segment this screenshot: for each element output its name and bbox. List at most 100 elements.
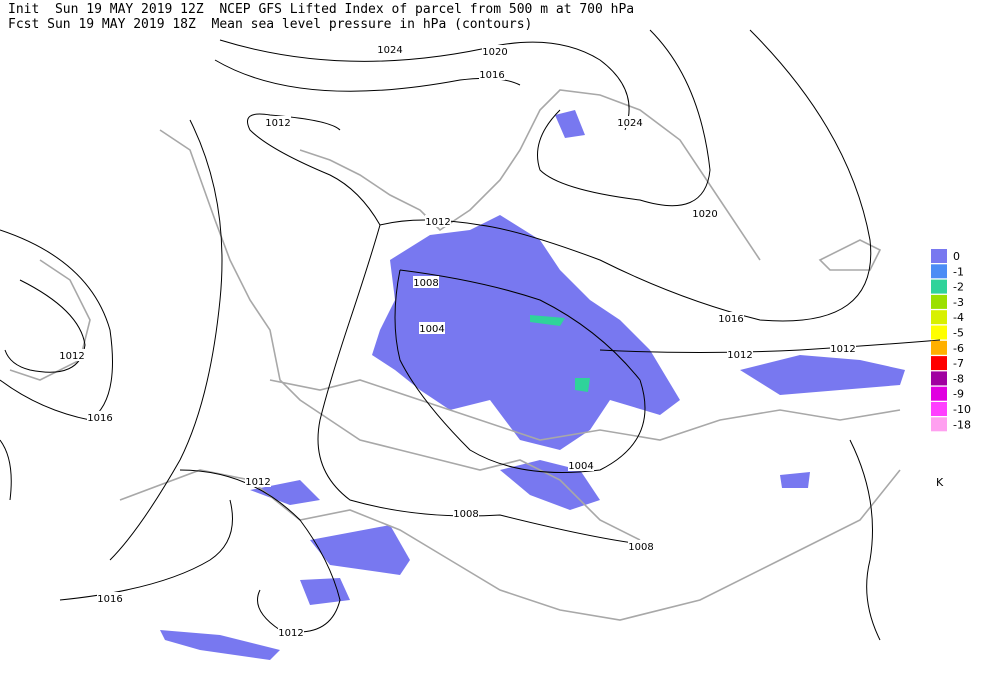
isobar <box>599 339 941 353</box>
isobar <box>179 469 341 633</box>
legend-swatch <box>931 371 947 386</box>
contour-label: 1012 <box>425 217 450 228</box>
legend-swatch <box>931 279 947 294</box>
legend-label: -7 <box>953 357 964 370</box>
legend-label: -10 <box>953 403 971 416</box>
contour-label: 1004 <box>568 461 593 472</box>
isobar <box>4 279 86 373</box>
legend-label: -3 <box>953 296 964 309</box>
contour-label: 1012 <box>830 344 855 355</box>
legend-swatch <box>931 386 947 401</box>
legend-swatch <box>931 264 947 279</box>
legend-swatch <box>931 417 947 432</box>
label-bg <box>59 349 85 361</box>
isobar <box>537 29 711 207</box>
legend-label: -9 <box>953 388 964 401</box>
isobar <box>219 39 630 131</box>
area <box>530 315 565 326</box>
legend: 0 -1 -2 -3 -4 -5 -6 -7 -8 -9 -10 -18 K <box>931 249 971 489</box>
contour-label: 1012 <box>265 118 290 129</box>
contour-label: 1012 <box>245 477 270 488</box>
area <box>780 472 810 488</box>
contour-label: 1016 <box>718 314 743 325</box>
label-bg <box>97 592 123 604</box>
legend-label: -8 <box>953 372 964 385</box>
legend-swatch <box>931 356 947 371</box>
isobar <box>317 224 651 546</box>
contour-label: 1008 <box>453 509 478 520</box>
legend-swatch <box>931 325 947 340</box>
legend-swatch <box>931 249 947 263</box>
isobar <box>0 229 113 421</box>
lifted-index-areas <box>160 110 905 660</box>
isobar <box>0 439 12 501</box>
contour-label: 1016 <box>87 413 112 424</box>
legend-label: -4 <box>953 311 964 324</box>
legend-swatch <box>931 294 947 309</box>
legend-swatch <box>931 340 947 355</box>
label-bg <box>718 312 744 324</box>
area <box>250 480 320 505</box>
isobar <box>247 29 872 322</box>
legend-label: -18 <box>953 418 971 431</box>
contour-label: 1020 <box>692 209 717 220</box>
header-line: Init Sun 19 MAY 2019 12Z NCEP GFS Lifted… <box>8 2 634 17</box>
contour-label: 1012 <box>59 351 84 362</box>
label-bg <box>413 276 439 288</box>
isobar <box>109 119 223 561</box>
area <box>372 215 680 450</box>
contour-label: 1008 <box>413 278 438 289</box>
contour-label: 1024 <box>617 118 642 129</box>
contour-label: 1016 <box>479 70 504 81</box>
label-bg <box>265 116 291 128</box>
label-bg <box>419 322 445 334</box>
label-bg <box>87 411 113 423</box>
contour-label: 1008 <box>628 542 653 553</box>
coastline <box>119 469 901 621</box>
header-line: Fcst Sun 19 MAY 2019 18Z Mean sea level … <box>8 17 532 32</box>
coastline <box>269 379 901 441</box>
legend-label: -2 <box>953 281 964 294</box>
legend-label: -1 <box>953 265 964 278</box>
label-bg <box>479 68 505 80</box>
label-bg <box>482 45 508 57</box>
coastline <box>9 259 91 381</box>
contour-label: 1012 <box>278 628 303 639</box>
legend-label: -5 <box>953 327 964 340</box>
area <box>575 378 590 392</box>
label-bg <box>727 348 753 360</box>
contour-label: 1024 <box>377 45 402 56</box>
label-bg <box>453 507 479 519</box>
label-bg <box>628 540 654 552</box>
contour-label: 1012 <box>727 350 752 361</box>
area <box>300 578 350 605</box>
area <box>740 355 905 395</box>
coastline <box>299 89 761 261</box>
label-bg <box>568 459 594 471</box>
label-bg <box>692 207 718 219</box>
legend-unit: K <box>936 476 944 489</box>
isobar <box>394 269 646 473</box>
label-bg <box>425 215 451 227</box>
label-bg <box>830 342 856 354</box>
contour-label: 1016 <box>97 594 122 605</box>
legend-swatch <box>931 310 947 325</box>
label-bg <box>377 43 403 55</box>
isobars <box>0 29 941 641</box>
area <box>160 630 280 660</box>
legend-label: -6 <box>953 342 964 355</box>
area <box>310 525 410 575</box>
legend-swatch <box>931 402 947 416</box>
area <box>555 110 585 138</box>
label-bg <box>617 116 643 128</box>
label-bg <box>245 475 271 487</box>
label-bg <box>278 626 304 638</box>
isobar <box>849 439 881 641</box>
isobar <box>214 59 521 92</box>
coastline <box>818 239 882 271</box>
coastline <box>159 129 641 541</box>
contour-label: 1020 <box>482 47 507 58</box>
contour-label: 1004 <box>419 324 444 335</box>
